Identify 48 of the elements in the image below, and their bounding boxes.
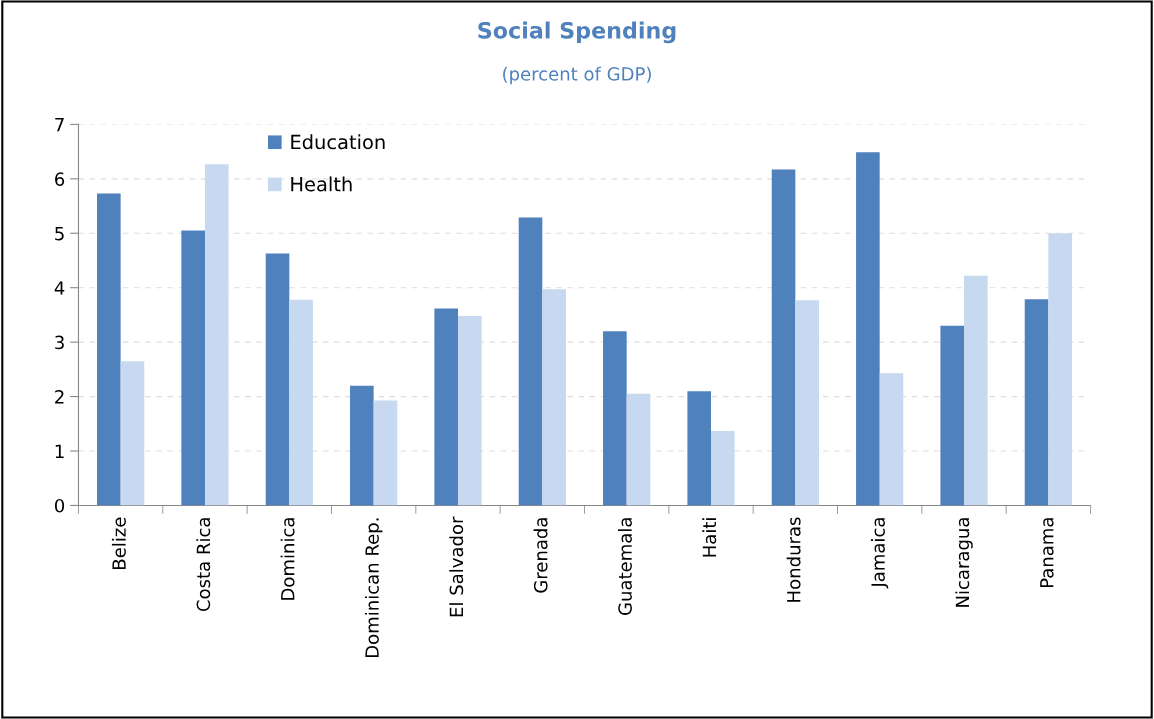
bar bbox=[687, 391, 712, 506]
bar bbox=[434, 308, 458, 506]
bar bbox=[603, 331, 627, 506]
y-tick-label: 1 bbox=[55, 444, 64, 458]
bar bbox=[879, 373, 904, 506]
x-tick-label: Grenada bbox=[533, 518, 548, 593]
bar bbox=[204, 164, 229, 506]
bar bbox=[964, 275, 988, 506]
bar bbox=[350, 385, 374, 506]
bar bbox=[856, 152, 880, 506]
bar bbox=[518, 217, 543, 506]
bar bbox=[1024, 299, 1049, 506]
x-tick-label: Dominican Rep. bbox=[364, 518, 383, 658]
y-tick-label: 2 bbox=[55, 390, 64, 404]
bar bbox=[795, 300, 819, 506]
bar bbox=[771, 169, 796, 506]
legend-label: Education bbox=[291, 134, 385, 150]
y-tick-label: 5 bbox=[55, 226, 64, 241]
x-tick-label: El Salvador bbox=[449, 516, 464, 617]
bar bbox=[542, 289, 566, 506]
x-tick-label: Belize bbox=[111, 517, 126, 569]
bar bbox=[626, 393, 651, 506]
bar bbox=[711, 430, 735, 506]
chart-title: Social Spending bbox=[478, 21, 676, 44]
y-tick-label: 7 bbox=[55, 118, 64, 132]
x-tick-label: Jamaica bbox=[870, 518, 889, 589]
x-tick-label: Haiti bbox=[702, 518, 717, 557]
bar bbox=[289, 299, 313, 506]
x-tick-label: Nicaragua bbox=[955, 518, 973, 607]
bar bbox=[265, 253, 290, 506]
x-tick-label: Guatemala bbox=[617, 518, 632, 615]
bar bbox=[373, 400, 398, 506]
y-tick-label: 3 bbox=[55, 335, 64, 350]
x-tick-label: Dominica bbox=[280, 518, 295, 600]
bar bbox=[120, 361, 145, 506]
chart-subtitle: (percent of GDP) bbox=[503, 66, 651, 85]
x-tick-label: Panama bbox=[1040, 518, 1054, 588]
legend-label: Health bbox=[291, 176, 352, 192]
bar bbox=[97, 193, 121, 506]
bar bbox=[457, 316, 482, 506]
bar bbox=[940, 325, 965, 506]
y-tick-label: 4 bbox=[54, 281, 65, 295]
y-tick-label: 0 bbox=[54, 498, 65, 513]
x-tick-label: Costa Rica bbox=[196, 518, 211, 612]
bar bbox=[181, 230, 205, 506]
y-tick-label: 6 bbox=[55, 172, 65, 186]
bar bbox=[1048, 233, 1072, 506]
x-tick-label: Honduras bbox=[786, 517, 801, 602]
